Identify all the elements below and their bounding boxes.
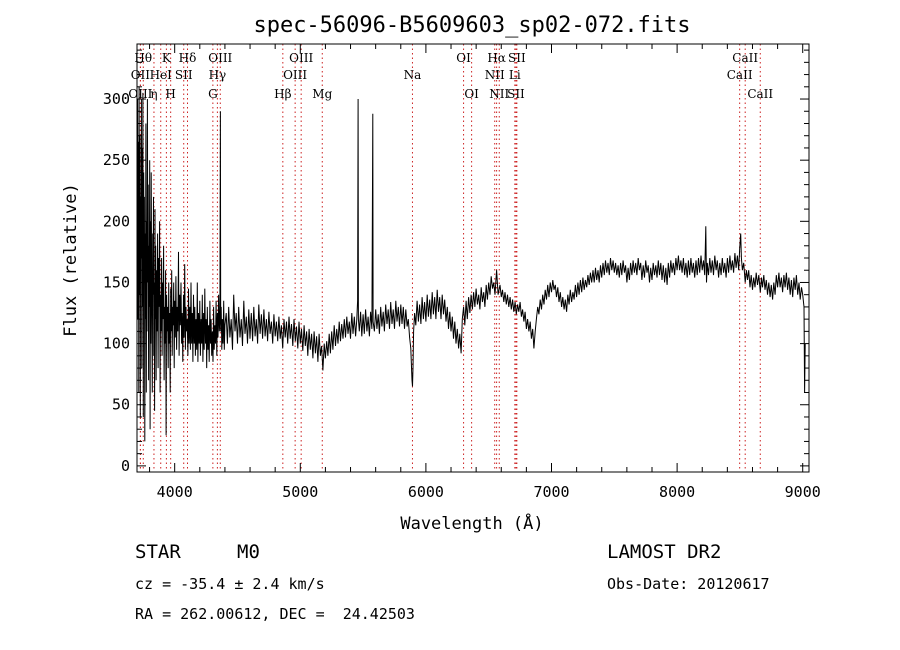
y-tick-label: 150: [103, 273, 130, 291]
spectral-line-label: G: [208, 87, 218, 101]
y-tick-label: 300: [103, 90, 130, 108]
spectrum-line: [137, 86, 806, 442]
plot-frame: [136, 43, 810, 473]
spectral-line-label: OIII: [208, 51, 232, 65]
spectral-line-label: SII: [507, 87, 525, 101]
spectral-line-label: OI: [456, 51, 471, 65]
spectral-line-label: Hδ: [179, 51, 197, 65]
x-tick-label: 9000: [785, 483, 821, 501]
spectral-line-label: Hα: [487, 51, 506, 65]
spectral-line-label: CaII: [732, 51, 758, 65]
spectral-line-label: SII: [175, 68, 193, 82]
x-tick-label: 7000: [533, 483, 569, 501]
spectral-line-label: Na: [404, 68, 422, 82]
spectral-line-label: Hβ: [274, 87, 291, 101]
spectral-line-label: SII: [508, 51, 526, 65]
y-tick-label: 50: [112, 396, 130, 414]
spectral-line-label: Hθ: [134, 51, 152, 65]
spectral-line-label: K: [162, 51, 172, 65]
y-tick-label: 200: [103, 212, 130, 230]
spectral-line-label: OIII: [283, 68, 307, 82]
spectral-line-label: Hγ: [209, 68, 227, 82]
spectral-line-markers: [139, 44, 761, 472]
x-axis-ticks: 4000 5000 6000 7000 8000 9000: [149, 44, 821, 501]
spectral-line-label: CaII: [747, 87, 773, 101]
x-axis-label: Wavelength (Å): [400, 512, 543, 534]
spectral-line-label: OI: [464, 87, 479, 101]
x-tick-label: 6000: [408, 483, 444, 501]
survey-name: LAMOST DR2: [607, 541, 722, 563]
x-tick-label: 4000: [157, 483, 193, 501]
x-tick-label: 8000: [659, 483, 695, 501]
spectral-line-label: CaII: [727, 68, 753, 82]
spectral-line-label: Li: [509, 68, 521, 82]
spectral-line-label: NII: [489, 87, 509, 101]
object-subclass: M0: [237, 541, 260, 563]
spectral-line-label: Mg: [312, 87, 332, 101]
spectral-line-label: η: [150, 87, 157, 101]
spectral-line-label: NII: [485, 68, 505, 82]
object-class: STAR: [135, 541, 181, 563]
y-tick-label: 0: [121, 457, 130, 475]
y-tick-label: 250: [103, 151, 130, 169]
obs-date: Obs-Date: 20120617: [607, 575, 770, 593]
chart-title: spec-56096-B5609603_sp02-072.fits: [253, 13, 690, 38]
x-tick-label: 5000: [282, 483, 318, 501]
spectral-line-label: OIII: [289, 51, 313, 65]
y-tick-label: 100: [103, 335, 130, 353]
coordinates-readout: RA = 262.00612, DEC = 24.42503: [135, 605, 415, 623]
spectral-line-label: HeI: [150, 68, 173, 82]
spectral-line-label: OIII: [128, 87, 152, 101]
y-axis-ticks: 0 50 100 150 200 250 300: [103, 49, 809, 475]
y-axis-label: Flux (relative): [61, 183, 81, 337]
spectral-line-label: H: [165, 87, 175, 101]
velocity-readout: cz = -35.4 ± 2.4 km/s: [135, 575, 325, 593]
